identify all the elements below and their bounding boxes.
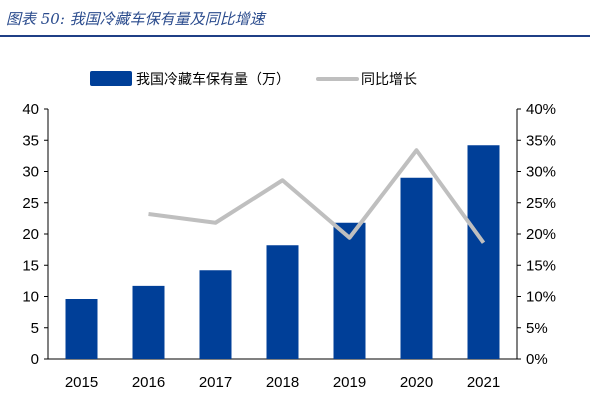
x-tick-label: 2020: [400, 374, 433, 391]
x-tick-label: 2019: [333, 374, 366, 391]
legend-bar-label: 我国冷藏车保有量（万）: [136, 71, 290, 88]
bar-2019: [333, 222, 366, 359]
bar-2020: [400, 177, 433, 359]
right-tick-label: 35%: [526, 132, 556, 149]
left-tick-label: 20: [22, 226, 39, 243]
left-tick-label: 35: [22, 132, 39, 149]
x-tick-label: 2021: [467, 374, 500, 391]
left-tick-label: 5: [31, 320, 39, 337]
right-tick-label: 30%: [526, 164, 556, 181]
x-tick-label: 2018: [266, 374, 299, 391]
x-tick-label: 2016: [132, 374, 165, 391]
left-tick-label: 10: [22, 289, 39, 306]
chart-title: 图表 50: 我国冷藏车保有量及同比增速: [6, 10, 265, 28]
title-divider: [0, 35, 590, 37]
left-tick-label: 30: [22, 164, 39, 181]
right-tick-label: 5%: [526, 320, 548, 337]
left-tick-label: 25: [22, 195, 39, 212]
right-tick-label: 20%: [526, 226, 556, 243]
bar-2021: [467, 145, 500, 359]
legend-bar-swatch: [90, 71, 132, 86]
bar-2016: [132, 285, 165, 359]
right-tick-label: 0%: [526, 351, 548, 368]
x-tick-label: 2015: [65, 374, 98, 391]
right-tick-label: 15%: [526, 257, 556, 274]
x-tick-label: 2017: [199, 374, 232, 391]
right-tick-label: 10%: [526, 289, 556, 306]
left-tick-label: 40: [22, 101, 39, 118]
left-tick-label: 15: [22, 257, 39, 274]
right-tick-label: 25%: [526, 195, 556, 212]
right-tick-label: 40%: [526, 101, 556, 118]
legend-line-label: 同比增长: [361, 72, 417, 88]
bar-2015: [65, 299, 98, 359]
growth-line: [148, 148, 486, 244]
bar-2018: [266, 245, 299, 359]
bar-2017: [199, 270, 232, 359]
left-tick-label: 0: [31, 351, 39, 368]
